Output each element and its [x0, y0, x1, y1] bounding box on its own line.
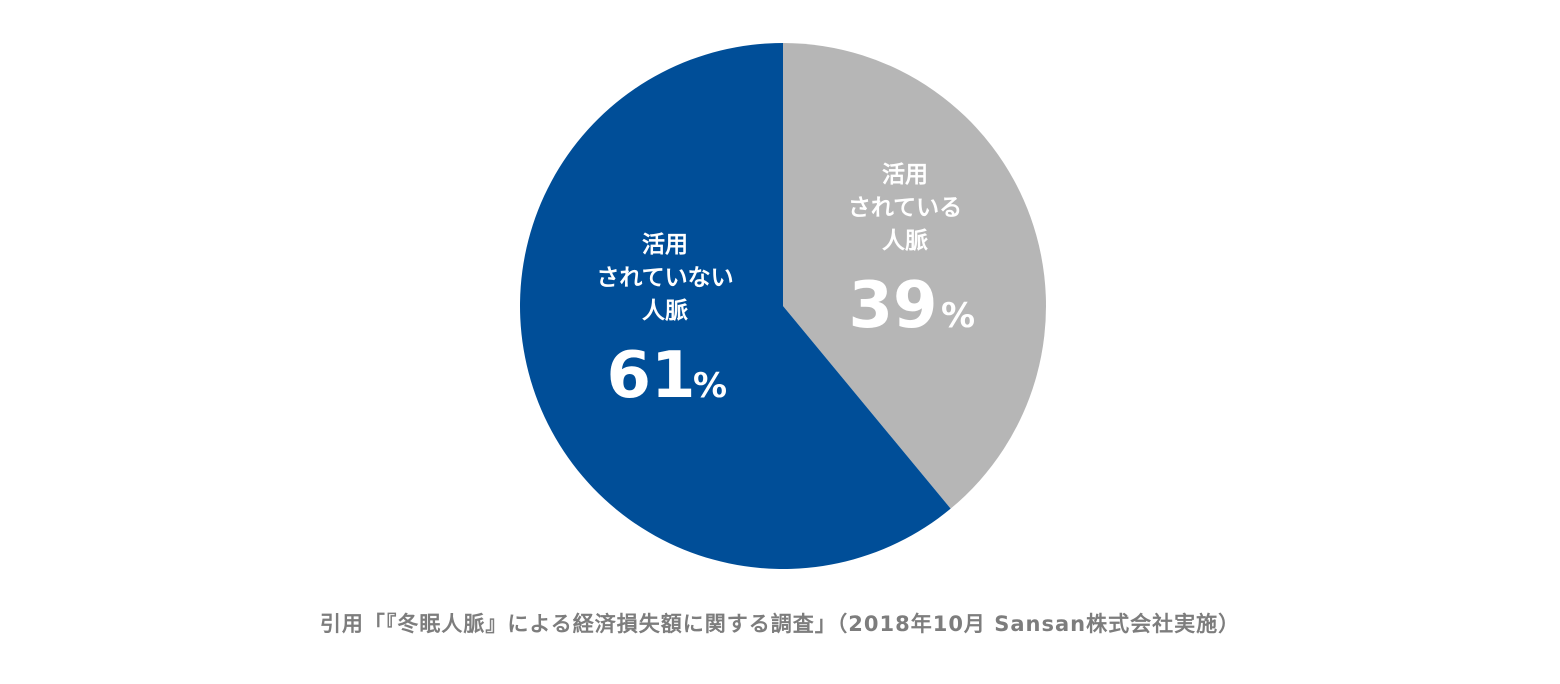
slice-label-line: 人脈	[642, 297, 688, 324]
pie-slice-61	[519, 43, 951, 569]
slice-label-line: されていない	[596, 265, 733, 291]
source-caption: 引用「『冬眠人脈』による経済損失額に関する調査」（2018年10月 Sansan…	[319, 612, 1241, 636]
slice-label-line: 活用	[642, 232, 688, 258]
slice-label-line: 活用	[882, 162, 928, 188]
slice-value-unit: %	[941, 296, 975, 336]
slice-value: 39	[848, 269, 937, 343]
slice-value: 61	[606, 339, 695, 413]
slice-label-line: 人脈	[882, 227, 928, 254]
pie-slice-39	[783, 43, 1046, 509]
slice-value-unit: %	[693, 366, 727, 406]
slice-label-line: されている	[848, 195, 962, 221]
